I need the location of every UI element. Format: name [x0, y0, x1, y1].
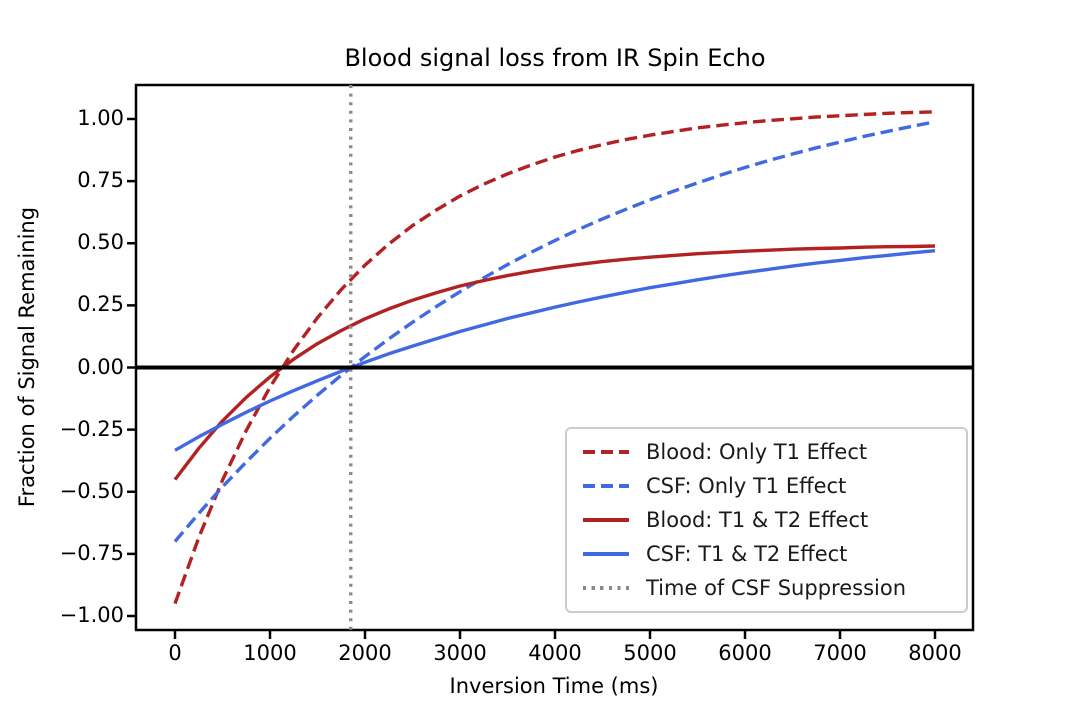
y-tick-label: −0.25 — [59, 416, 124, 441]
legend-label: Blood: T1 & T2 Effect — [646, 508, 869, 532]
series-line-csf-only-t1-effect — [173, 120, 936, 543]
legend-label: CSF: Only T1 Effect — [646, 474, 847, 498]
legend-line-sample-icon — [583, 518, 629, 522]
y-tick-label: −0.50 — [59, 478, 124, 503]
x-tick-label: 7000 — [813, 641, 867, 665]
x-tick-label: 0 — [168, 641, 182, 665]
x-axis-label: Inversion Time (ms) — [449, 674, 659, 698]
legend-item: CSF: Only T1 Effect — [583, 474, 966, 498]
y-tick-label: 1.00 — [77, 106, 124, 130]
legend-label: CSF: T1 & T2 Effect — [646, 542, 848, 566]
legend-line-sample-icon — [583, 450, 629, 454]
y-tick-label: 0.25 — [77, 292, 124, 317]
x-tick-label: 8000 — [908, 641, 962, 665]
legend-item: Blood: Only T1 Effect — [583, 440, 966, 464]
x-tick-label: 6000 — [718, 641, 772, 665]
legend-line-sample-icon — [583, 586, 629, 590]
legend-line-sample-icon — [583, 484, 629, 488]
legend-label: Blood: Only T1 Effect — [646, 440, 868, 464]
x-tick-label: 1000 — [243, 641, 297, 665]
legend: Blood: Only T1 Effect CSF: Only T1 Effect… — [565, 427, 968, 613]
y-tick-label: −0.75 — [59, 540, 124, 565]
legend-item: CSF: T1 & T2 Effect — [583, 542, 966, 566]
series-line-csf-t1-t2-effect — [174, 249, 936, 452]
series-line-blood-only-t1-effect — [173, 110, 936, 605]
x-tick-label: 4000 — [528, 641, 582, 665]
series-line-blood-t1-t2-effect — [173, 244, 936, 481]
legend-item: Blood: T1 & T2 Effect — [583, 508, 966, 532]
x-tick-label: 5000 — [623, 641, 677, 665]
x-tick-label: 3000 — [433, 641, 487, 665]
y-tick-label: 0.00 — [77, 354, 124, 379]
chart-title: Blood signal loss from IR Spin Echo — [344, 44, 766, 72]
y-tick-label: −1.00 — [59, 603, 124, 627]
x-tick-label: 2000 — [338, 641, 392, 665]
legend-line-sample-icon — [583, 552, 629, 556]
y-tick-label: 0.75 — [77, 168, 124, 193]
y-tick-label: 0.50 — [77, 230, 124, 255]
legend-item: Time of CSF Suppression — [583, 576, 966, 600]
legend-label: Time of CSF Suppression — [646, 576, 906, 600]
